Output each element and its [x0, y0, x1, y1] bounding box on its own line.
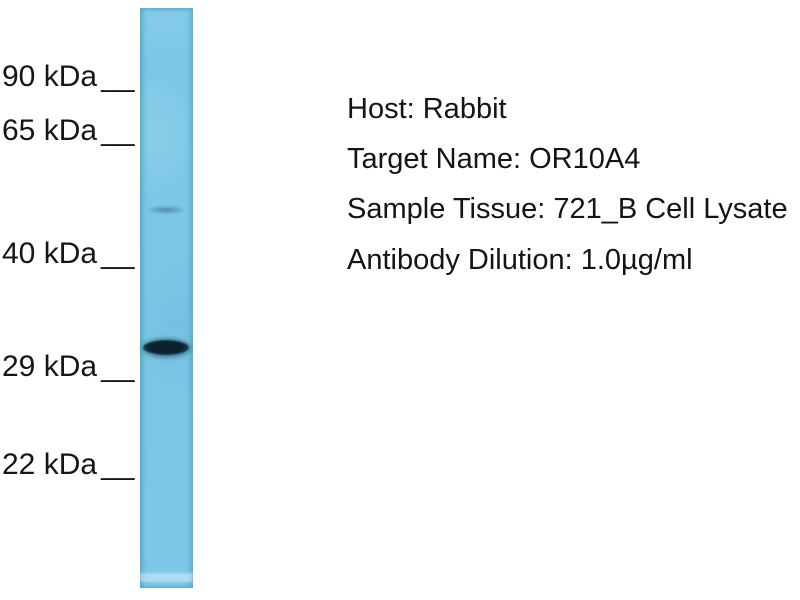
- annotation-target: Target Name: OR10A4: [347, 143, 641, 175]
- faint-band: [147, 206, 185, 214]
- annotation-dilution: Antibody Dilution: 1.0µg/ml: [347, 244, 693, 276]
- marker-22kda: 22 kDa __: [2, 450, 134, 480]
- strong-band: [143, 340, 189, 355]
- blot-lane: [140, 8, 193, 588]
- annotation-sample: Sample Tissue: 721_B Cell Lysate: [347, 193, 788, 225]
- lane-bottom-edge: [140, 573, 193, 582]
- marker-label: 29 kDa: [2, 350, 98, 383]
- marker-90kda: 90 kDa __: [2, 62, 134, 92]
- marker-40kda: 40 kDa __: [2, 239, 134, 269]
- marker-label: 65 kDa: [2, 114, 98, 147]
- marker-tick: __: [101, 60, 135, 93]
- marker-tick: __: [101, 237, 135, 270]
- marker-label: 90 kDa: [2, 60, 98, 93]
- marker-65kda: 65 kDa __: [2, 116, 134, 146]
- marker-tick: __: [101, 114, 135, 147]
- marker-tick: __: [101, 448, 135, 481]
- marker-tick: __: [101, 350, 135, 383]
- marker-label: 22 kDa: [2, 448, 98, 481]
- marker-29kda: 29 kDa __: [2, 352, 134, 382]
- annotation-host: Host: Rabbit: [347, 93, 507, 125]
- marker-label: 40 kDa: [2, 237, 98, 270]
